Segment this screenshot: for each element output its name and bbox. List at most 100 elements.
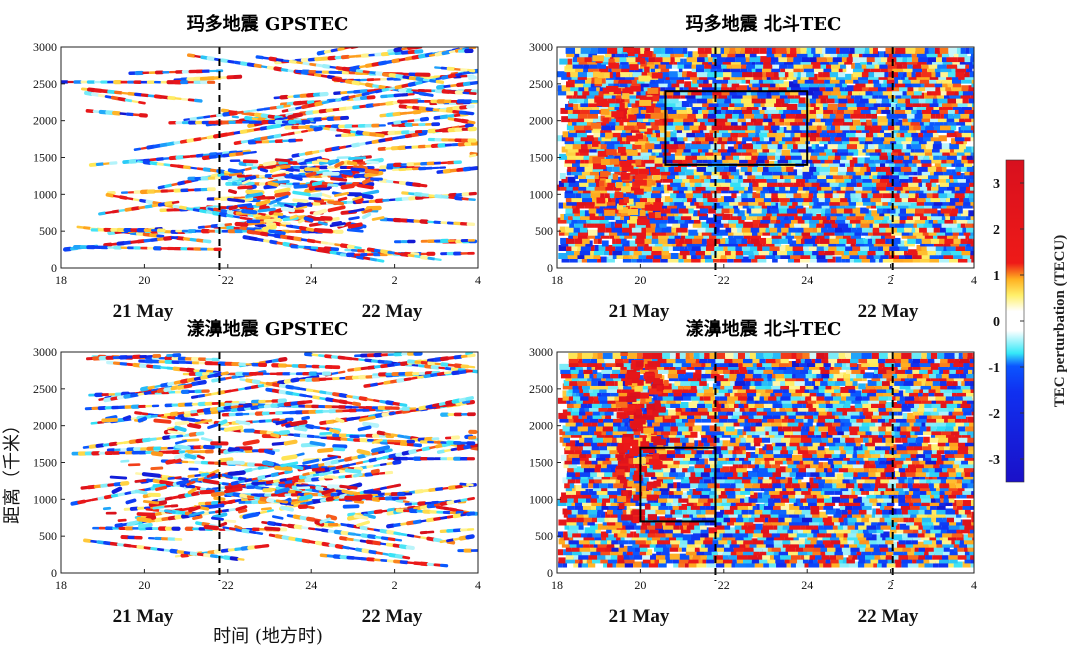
tec-cell: [715, 119, 726, 126]
tec-cell: [570, 71, 578, 78]
tec-cell: [577, 244, 581, 251]
tec-cell: [884, 143, 894, 150]
tec-cell: [672, 196, 683, 203]
tec-cell: [970, 51, 974, 58]
tec-cell: [752, 47, 760, 54]
tec-cell: [856, 176, 863, 183]
tec-cell: [957, 56, 965, 63]
tec-segment: [338, 78, 347, 83]
tec-segment: [234, 221, 249, 227]
tec-cell: [951, 169, 957, 176]
tec-cell: [707, 51, 711, 58]
tec-cell: [839, 77, 846, 84]
tec-cell: [737, 226, 742, 233]
tec-cell: [817, 153, 829, 160]
tec-cell: [780, 217, 792, 224]
tec-cell: [670, 207, 679, 214]
tec-segment: [149, 233, 159, 238]
tec-cell: [609, 192, 615, 199]
tec-cell: [849, 249, 858, 256]
tec-cell: [864, 157, 875, 164]
tec-cell: [834, 124, 841, 131]
tec-cell: [946, 232, 954, 239]
tec-cell: [711, 173, 719, 180]
tec-cell: [965, 232, 970, 239]
tec-cell: [954, 89, 959, 96]
tec-cell: [762, 165, 769, 172]
tec-segment: [138, 101, 146, 105]
tec-cell: [870, 165, 876, 172]
tec-cell: [816, 244, 824, 251]
tec-cell: [936, 56, 942, 63]
tec-cell: [951, 160, 956, 167]
tec-cell: [699, 213, 709, 220]
tec-cell: [710, 249, 718, 256]
tec-segment: [193, 137, 202, 142]
tec-cell: [762, 66, 772, 73]
satellite-track: [281, 71, 470, 113]
tec-cell: [701, 92, 713, 99]
tec-segment: [216, 112, 225, 118]
tec-cell: [904, 249, 908, 256]
tec-cell: [960, 47, 966, 54]
tec-cell: [679, 226, 688, 233]
satellite-row: [568, 232, 974, 239]
tec-cell: [873, 131, 878, 138]
tec-segment: [256, 223, 267, 229]
tec-cell: [812, 62, 821, 69]
tec-cell: [782, 180, 794, 187]
tec-cell: [767, 112, 772, 119]
tec-cell: [863, 160, 869, 167]
tec-cell: [928, 217, 934, 224]
tec-cell: [752, 184, 763, 191]
tec-cell: [771, 199, 776, 206]
tec-cell: [825, 116, 834, 123]
tec-cell: [743, 249, 754, 256]
tec-cell: [771, 232, 782, 239]
tec-cell: [660, 207, 665, 214]
tec-cell: [871, 176, 880, 183]
tec-segment: [261, 224, 277, 232]
tec-cell: [636, 119, 641, 126]
tec-cell: [608, 196, 612, 203]
tec-segment: [366, 43, 371, 44]
tec-segment: [441, 74, 451, 80]
tec-cell: [729, 85, 737, 92]
tec-cell: [727, 256, 734, 263]
tec-segment: [276, 105, 285, 109]
tec-cell: [662, 149, 671, 156]
tec-cell: [932, 149, 943, 156]
tec-cell: [848, 146, 858, 153]
tec-cell: [907, 237, 916, 244]
tec-segment: [163, 235, 173, 241]
tec-cell: [951, 207, 959, 214]
tec-cell: [744, 184, 749, 191]
tec-cell: [757, 229, 763, 236]
tec-cell: [702, 192, 707, 199]
tec-cell: [614, 160, 625, 167]
tec-cell: [618, 199, 627, 206]
tec-cell: [872, 229, 881, 236]
tec-cell: [861, 229, 868, 236]
tec-cell: [718, 101, 730, 108]
tec-segment: [105, 192, 115, 198]
tec-segment: [439, 114, 450, 120]
tec-cell: [923, 221, 933, 228]
satellite-row: [566, 81, 974, 88]
tec-cell: [933, 169, 944, 176]
tec-cell: [785, 112, 796, 119]
tec-cell: [839, 47, 850, 54]
tec-segment: [468, 75, 477, 81]
tec-cell: [578, 184, 587, 191]
tec-cell: [853, 119, 861, 126]
tec-cell: [608, 66, 612, 73]
tec-segment: [277, 214, 287, 220]
tec-segment: [402, 75, 411, 80]
tec-segment: [291, 153, 301, 158]
tec-cell: [590, 47, 598, 54]
tec-cell: [861, 85, 869, 92]
tec-cell: [611, 51, 616, 58]
tec-segment: [338, 106, 348, 111]
tec-cell: [642, 153, 650, 160]
tec-cell: [589, 146, 597, 153]
